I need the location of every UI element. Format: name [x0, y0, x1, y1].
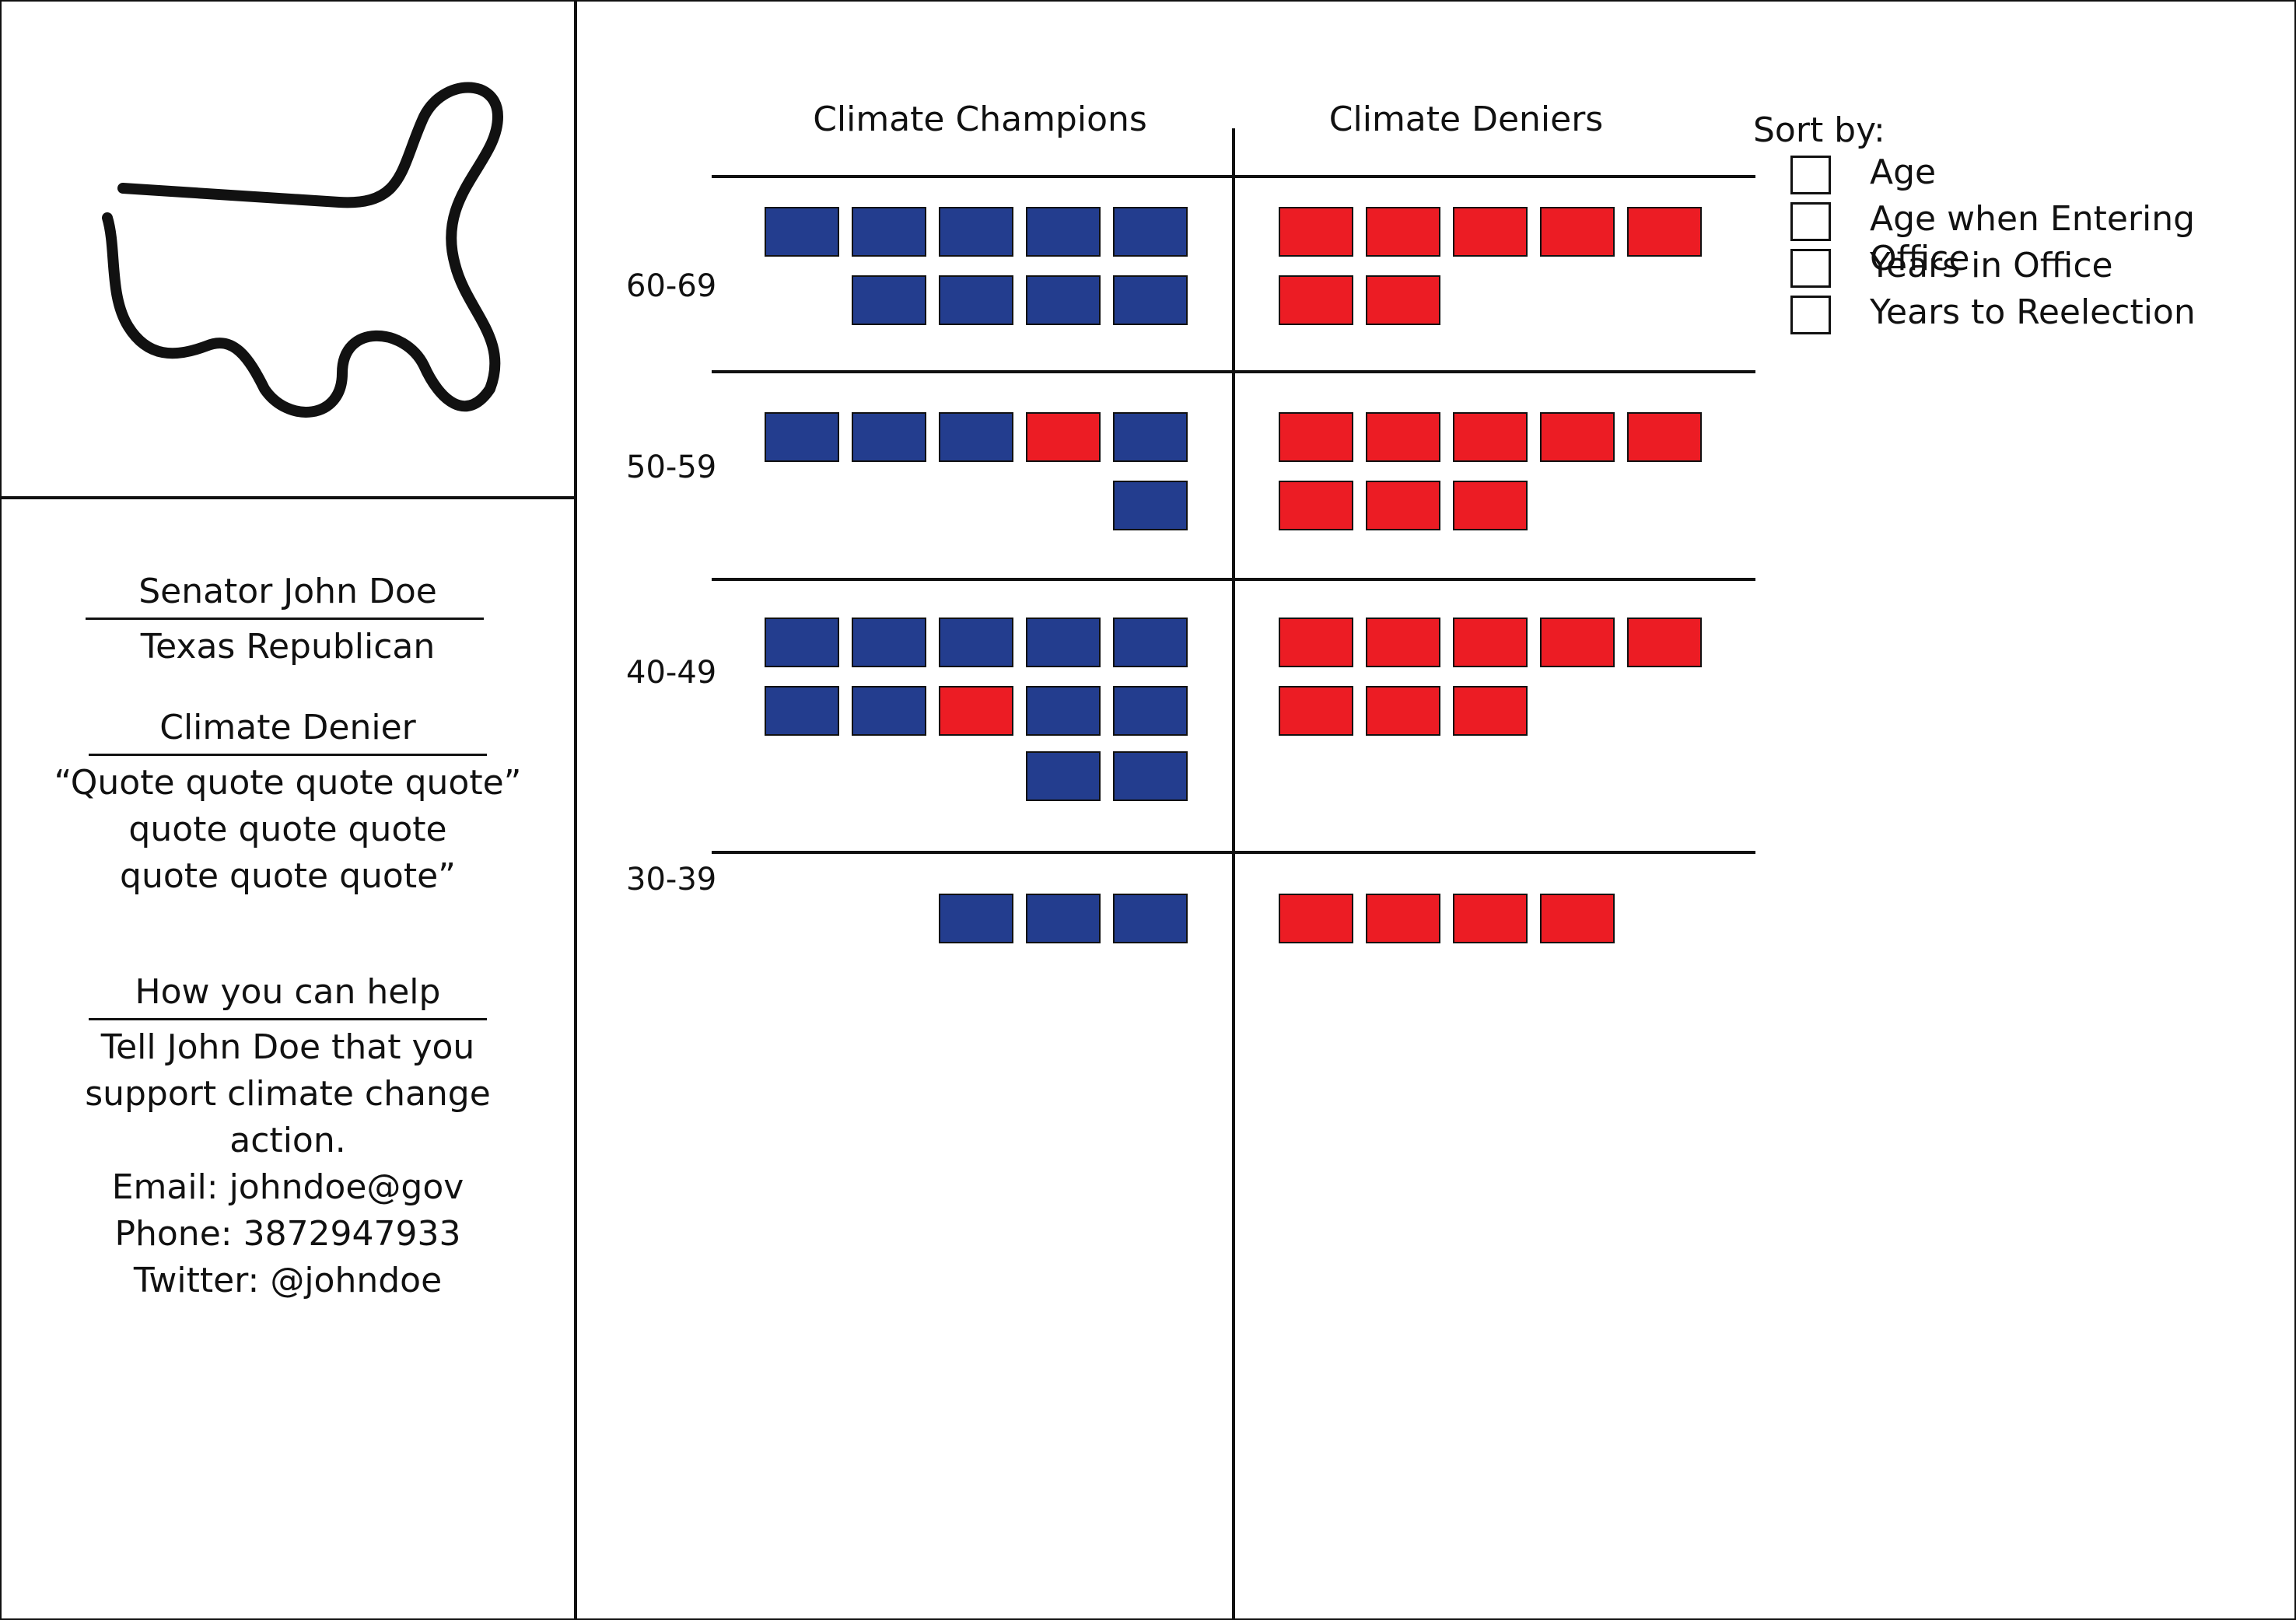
senator-seat[interactable] [1279, 412, 1353, 462]
sort-checkbox[interactable] [1790, 249, 1831, 288]
left-panel-divider [574, 0, 577, 1620]
senator-seat[interactable] [1113, 894, 1188, 943]
sort-checkbox[interactable] [1790, 202, 1831, 241]
senator-seat[interactable] [1113, 481, 1188, 530]
senator-seat[interactable] [1113, 618, 1188, 667]
senator-seat[interactable] [1453, 481, 1528, 530]
senator-seat[interactable] [1026, 618, 1101, 667]
senator-seat[interactable] [1279, 481, 1353, 530]
senator-seat[interactable] [1453, 894, 1528, 943]
senator-seat[interactable] [1279, 207, 1353, 257]
quote-line-2: quote quote quote [128, 810, 447, 849]
senator-seat[interactable] [1453, 207, 1528, 257]
senator-seat[interactable] [1113, 207, 1188, 257]
senator-seat[interactable] [1279, 275, 1353, 325]
age-group-label: 60-69 [626, 268, 717, 304]
senator-seat[interactable] [1026, 412, 1101, 462]
senator-seat[interactable] [1366, 618, 1440, 667]
senator-seat[interactable] [939, 275, 1013, 325]
sort-label: Sort by: [1753, 110, 1885, 150]
senator-seat[interactable] [1453, 686, 1528, 736]
senator-seat[interactable] [1366, 275, 1440, 325]
senator-seat[interactable] [1366, 412, 1440, 462]
help-heading: How you can help [135, 972, 441, 1012]
quote-line-3: quote quote quote” [120, 856, 456, 896]
help-line-2: support climate change [85, 1074, 491, 1114]
help-twitter[interactable]: Twitter: @johndoe [133, 1261, 443, 1300]
senator-seat[interactable] [939, 686, 1013, 736]
senator-seat[interactable] [1279, 894, 1353, 943]
senator-seat[interactable] [1366, 481, 1440, 530]
sort-option-label[interactable]: Years to Reelection [1870, 292, 2196, 332]
age-group-separator [712, 851, 1755, 854]
senator-seat[interactable] [765, 412, 839, 462]
age-group-label: 40-49 [626, 655, 717, 691]
center-divider [1232, 128, 1235, 1620]
column-header-deniers: Climate Deniers [1328, 100, 1604, 139]
age-group-separator [712, 370, 1755, 373]
senator-seat[interactable] [852, 275, 926, 325]
senator-stance: Climate Denier [159, 708, 416, 747]
senator-seat[interactable] [852, 686, 926, 736]
name-underline [86, 618, 484, 620]
senator-seat[interactable] [939, 618, 1013, 667]
senator-seat[interactable] [1026, 894, 1101, 943]
senator-seat[interactable] [852, 412, 926, 462]
senator-seat[interactable] [1026, 751, 1101, 801]
senator-seat[interactable] [939, 207, 1013, 257]
senator-seat[interactable] [1627, 618, 1702, 667]
senator-seat[interactable] [939, 412, 1013, 462]
age-group-label: 50-59 [626, 450, 717, 485]
senator-seat[interactable] [1453, 412, 1528, 462]
senator-seat[interactable] [765, 618, 839, 667]
senator-seat[interactable] [1366, 686, 1440, 736]
age-group-separator [712, 578, 1755, 581]
senator-seat[interactable] [1113, 751, 1188, 801]
senator-seat[interactable] [1627, 207, 1702, 257]
senator-seat[interactable] [1627, 412, 1702, 462]
help-email[interactable]: Email: johndoe@gov [111, 1167, 464, 1207]
senator-seat[interactable] [1113, 686, 1188, 736]
help-line-3: action. [229, 1121, 346, 1160]
sort-checkbox[interactable] [1790, 156, 1831, 194]
senator-seat[interactable] [1279, 686, 1353, 736]
senator-seat[interactable] [1540, 412, 1615, 462]
help-underline [89, 1018, 487, 1020]
senator-seat[interactable] [1366, 207, 1440, 257]
senator-party: Texas Republican [140, 627, 436, 667]
senator-name: Senator John Doe [138, 572, 437, 611]
texas-outline-icon [102, 82, 503, 418]
senator-seat[interactable] [765, 207, 839, 257]
senator-seat[interactable] [1026, 275, 1101, 325]
senator-seat[interactable] [1026, 686, 1101, 736]
senator-seat[interactable] [852, 618, 926, 667]
help-line-1: Tell John Doe that you [100, 1027, 475, 1067]
sort-option-label[interactable]: Years in Office [1870, 246, 2113, 285]
age-group-separator [712, 175, 1755, 178]
senator-seat[interactable] [1113, 275, 1188, 325]
map-panel-divider [0, 496, 576, 499]
quote-line-1: “Quote quote quote quote” [54, 763, 522, 803]
senator-seat[interactable] [1366, 894, 1440, 943]
senator-seat[interactable] [1279, 618, 1353, 667]
senator-seat[interactable] [1540, 618, 1615, 667]
sort-option-label[interactable]: Age [1870, 152, 1937, 192]
senator-seat[interactable] [1540, 207, 1615, 257]
senator-seat[interactable] [1453, 618, 1528, 667]
column-header-champions: Climate Champions [813, 100, 1147, 139]
senator-seat[interactable] [1026, 207, 1101, 257]
senator-seat[interactable] [939, 894, 1013, 943]
senator-seat[interactable] [765, 686, 839, 736]
senator-seat[interactable] [1113, 412, 1188, 462]
senator-seat[interactable] [852, 207, 926, 257]
age-group-label: 30-39 [626, 862, 717, 897]
senator-seat[interactable] [1540, 894, 1615, 943]
stance-underline [89, 754, 487, 756]
sort-option-label[interactable]: Age when Entering Office [1870, 199, 2196, 278]
sort-checkbox[interactable] [1790, 296, 1831, 334]
help-phone[interactable]: Phone: 3872947933 [114, 1214, 461, 1254]
